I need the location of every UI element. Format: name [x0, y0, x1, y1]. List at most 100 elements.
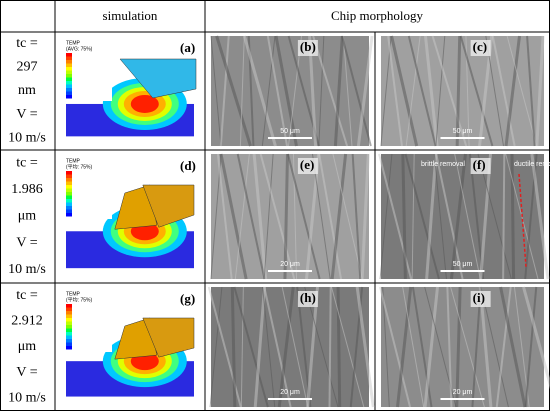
sem-texture [283, 153, 289, 280]
sem-texture [311, 153, 331, 280]
sem-texture [499, 286, 527, 408]
sem-texture [530, 153, 550, 280]
sem-texture [479, 153, 493, 280]
legend-swatch [66, 304, 72, 308]
legend-swatch [66, 70, 72, 74]
label-bg [470, 291, 491, 307]
legend-swatch [66, 185, 72, 189]
legend-swatch [66, 342, 72, 346]
legend-swatch [66, 307, 72, 311]
sem-texture [396, 286, 413, 408]
panel-label: (a) [180, 40, 195, 55]
sem-texture [266, 35, 289, 147]
parameter-text: 10 m/s [8, 130, 46, 145]
sem-texture [233, 286, 269, 408]
sem-texture [431, 35, 468, 147]
sem-texture [446, 286, 453, 408]
parameter-text: V = [16, 235, 37, 250]
legend-swatch [66, 95, 72, 99]
label-bg [470, 40, 491, 56]
legend-swatch [66, 192, 72, 196]
sem-texture [332, 153, 363, 280]
sem-texture [435, 35, 446, 147]
parameter-text: tc = [16, 156, 38, 171]
sem-texture [379, 153, 393, 280]
legend-swatch [66, 60, 72, 64]
heat-zone [130, 94, 159, 113]
legend-swatch [66, 206, 72, 210]
legend-swatch [66, 53, 72, 57]
parameter-text: 10 m/s [8, 390, 46, 405]
boundary-line [518, 173, 527, 268]
sem-image: (e) 20 μm [210, 153, 370, 280]
sem-texture [330, 153, 348, 280]
legend-swatch [66, 63, 72, 67]
sem-texture [390, 35, 419, 147]
sem-image: (h) 20 μm [207, 286, 375, 408]
sem-texture [423, 35, 439, 147]
sem-texture [263, 286, 292, 408]
scale-text: 20 μm [280, 389, 300, 396]
sem-texture [331, 286, 365, 408]
legend-swatch [66, 195, 72, 199]
legend-swatch [66, 311, 72, 315]
simulation-image: TEMP(AVG: 75%) (a) [62, 37, 200, 145]
panel-label: (e) [300, 157, 314, 172]
parameter-text: 10 m/s [8, 262, 46, 277]
sem-texture [230, 286, 237, 408]
parameter-text: μm [18, 209, 37, 224]
label-bg [470, 158, 491, 174]
sem-texture [259, 153, 296, 280]
legend-swatch [66, 321, 72, 325]
sem-texture [318, 35, 325, 147]
sem-texture [281, 286, 309, 408]
legend-swatch [66, 199, 72, 203]
panel-label: (f) [473, 157, 486, 172]
panel-label: (b) [300, 39, 316, 54]
image-annotation: brittle removal [421, 161, 465, 168]
panel-label: (g) [180, 291, 195, 306]
parameter-text: tc = [16, 288, 38, 303]
scale-text: 20 μm [453, 389, 473, 396]
cutting-tool [142, 317, 195, 358]
legend-swatch [66, 67, 72, 71]
sem-texture [524, 286, 538, 408]
sem-texture [455, 35, 462, 147]
legend-swatch [66, 339, 72, 343]
legend-swatch [66, 178, 72, 182]
sem-texture [215, 35, 252, 147]
sem-texture [209, 286, 223, 408]
sem-texture [379, 286, 412, 408]
sem-texture [242, 35, 277, 147]
legend-swatch [66, 328, 72, 332]
sem-texture [380, 35, 392, 147]
sem-texture [318, 153, 343, 280]
sem-texture [274, 35, 298, 147]
sem-texture [262, 286, 276, 408]
sem-texture [387, 35, 403, 147]
sem-texture [455, 286, 462, 408]
legend-swatch [66, 346, 72, 350]
legend-swatch [66, 171, 72, 175]
legend-swatch [66, 56, 72, 60]
sem-texture [236, 153, 266, 280]
sem-texture [240, 286, 244, 408]
sem-texture [356, 35, 374, 147]
cutting-tool [119, 58, 197, 99]
legend-swatch [66, 335, 72, 339]
legend-swatch [66, 84, 72, 88]
sem-texture [305, 153, 321, 280]
legend-swatch [66, 174, 72, 178]
sem-texture [253, 286, 267, 408]
image-annotation: ductile removal [514, 161, 550, 168]
sem-texture [261, 35, 276, 147]
sem-texture [506, 35, 538, 147]
sem-texture [504, 35, 521, 147]
sem-texture [216, 153, 233, 280]
panel-label: (h) [300, 290, 316, 305]
parameter-text: tc = [16, 36, 38, 51]
legend-swatch [66, 314, 72, 318]
legend-swatch [66, 74, 72, 78]
sem-image: (b) 50 μm [210, 35, 374, 147]
sem-texture [355, 286, 375, 408]
